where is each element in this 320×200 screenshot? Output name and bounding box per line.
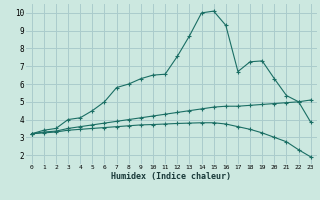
- X-axis label: Humidex (Indice chaleur): Humidex (Indice chaleur): [111, 172, 231, 181]
